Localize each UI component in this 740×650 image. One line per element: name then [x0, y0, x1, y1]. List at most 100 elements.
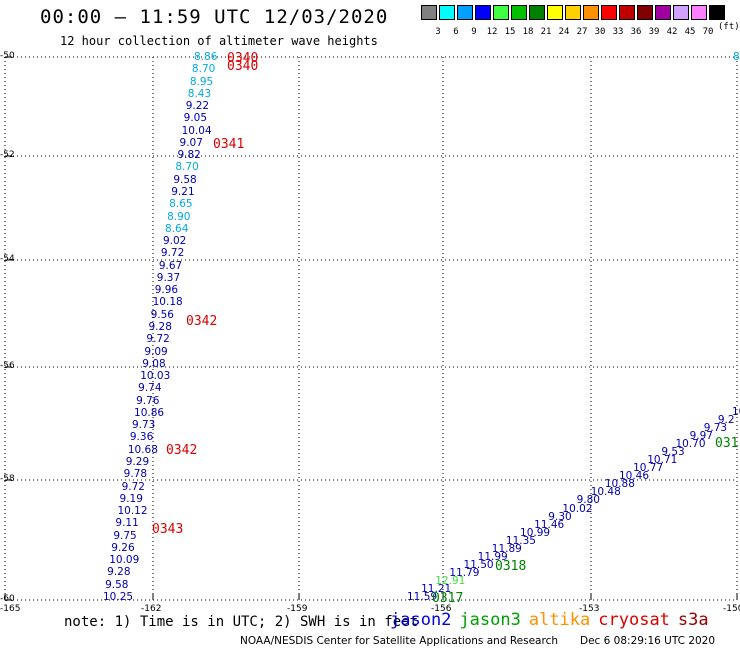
colorbar-label: 27: [576, 27, 588, 37]
colorbar-label: 9: [471, 27, 477, 37]
wave-height-label: 11.21: [421, 582, 452, 595]
wave-height-label: 9.97: [689, 430, 713, 443]
colorbar-swatch: [421, 5, 437, 20]
wave-height-label: 8.95: [189, 75, 214, 88]
time-label: 0340: [227, 51, 259, 66]
wave-height-label: 11.79: [449, 566, 480, 579]
wave-height-label: 10.09: [109, 554, 140, 567]
lon-tick-label: -159: [287, 604, 308, 614]
colorbar-swatch: [547, 5, 563, 20]
wave-height-label: 9.96: [154, 284, 179, 297]
wave-height-label: 11.46: [534, 518, 565, 531]
time-label: 0343: [152, 522, 184, 537]
wave-height-label: 10.02: [562, 502, 593, 515]
wave-height-label: 9.26: [111, 541, 135, 554]
wave-height-label: 11.89: [491, 542, 522, 555]
colorbar-label: 24: [558, 27, 570, 37]
colorbar-label: 33: [612, 27, 624, 37]
wave-height-label: 11.50: [463, 558, 494, 571]
wave-height-label: 10.03: [140, 370, 171, 383]
wave-height-label: 9.29: [125, 456, 150, 468]
colorbar-label: 30: [594, 27, 606, 37]
colorbar-label: 18: [522, 27, 534, 37]
wave-height-label: 9.74: [138, 382, 162, 395]
wave-height-label: 9.80: [576, 494, 600, 507]
colorbar-swatch: [529, 5, 545, 20]
wave-height-label: 8: [733, 51, 740, 63]
map-subtitle: 12 hour collection of altimeter wave hei…: [60, 34, 378, 48]
satellite-name: jason2: [390, 610, 452, 630]
lat-tick-label: -56: [0, 361, 15, 371]
generated-timestamp: Dec 6 08:29:16 UTC 2020: [580, 635, 716, 647]
colorbar-swatch: [511, 5, 527, 20]
time-label: 0342: [186, 314, 218, 329]
wave-height-label: 10: [732, 406, 740, 418]
wave-height-label: 8.64: [165, 222, 189, 235]
satellite-name: s3a: [677, 610, 709, 630]
wave-height-label: 9.82: [177, 149, 201, 162]
lon-tick-label: -153: [579, 604, 600, 614]
wave-height-label: 8.70: [191, 63, 216, 76]
wave-height-label: 9.72: [146, 333, 170, 346]
wave-height-label: 10.88: [604, 478, 635, 491]
colorbar-label: 39: [648, 27, 660, 37]
wave-height-label: 9.19: [119, 492, 143, 505]
satellite-name: altika: [528, 610, 591, 630]
wave-height-label: 9.30: [548, 510, 572, 523]
lon-tick-label: -156: [431, 604, 452, 614]
wave-height-label: 10.46: [618, 470, 650, 483]
colorbar-label: 21: [540, 27, 552, 37]
satellite-legend: jason2 jason3 altika cryosat s3a: [390, 610, 717, 630]
time-label: 0342: [166, 443, 198, 458]
wave-height-label: 11.59: [407, 591, 438, 603]
time-label: 0318: [495, 559, 527, 574]
wave-height-label: 9.28: [107, 566, 131, 579]
wave-height-label: 11.35: [505, 534, 536, 547]
wave-height-label: 9.07: [179, 136, 203, 149]
wave-height-label: 9.05: [183, 112, 208, 125]
wave-height-label: 11.99: [477, 550, 508, 563]
wave-height-label: 9.11: [115, 517, 139, 530]
colorbar-label: 12: [486, 27, 498, 37]
wave-height-label: 9.73: [131, 419, 156, 432]
lat-tick-label: -54: [0, 254, 15, 264]
wave-height-label: 10.99: [520, 526, 551, 539]
wave-height-label: 9.36: [129, 431, 154, 444]
wave-height-label: 9.02: [162, 235, 187, 248]
time-label: 0317: [432, 591, 464, 606]
graticule: [4, 56, 738, 601]
wave-height-label: 10.18: [152, 296, 183, 309]
colorbar-swatch: [583, 5, 599, 20]
colorbar-label: 15: [504, 27, 516, 37]
colorbar-swatch: [709, 5, 725, 20]
wave-height-label: 9.22: [185, 100, 210, 113]
lat-tick-label: -50: [0, 51, 15, 61]
colorbar-label: 70: [702, 27, 714, 37]
colorbar-label: 45: [684, 27, 696, 37]
satellite-name: cryosat: [598, 610, 670, 630]
wave-height-label: 9.08: [142, 357, 166, 370]
wave-height-label: 9.58: [173, 173, 197, 186]
lon-tick-label: -150: [723, 604, 740, 614]
wave-height-label: 9.2: [717, 414, 735, 427]
lat-tick-label: -58: [0, 474, 15, 484]
satellite-name: jason3: [459, 610, 521, 630]
colorbar-swatch: [439, 5, 455, 20]
credit-text: NOAA/NESDIS Center for Satellite Applica…: [240, 635, 558, 647]
time-label: 031: [715, 436, 739, 451]
colorbar-label: 36: [630, 27, 642, 37]
wave-height-label: 10.70: [675, 438, 706, 451]
map-title: 00:00 — 11:59 UTC 12/03/2020: [40, 6, 389, 28]
colorbar-label: 3: [435, 27, 441, 37]
wave-height-label: 8.65: [169, 198, 193, 211]
lat-tick-label: -52: [0, 150, 15, 160]
colorbar-label: 42: [666, 27, 678, 37]
footer-note: note: 1) Time is in UTC; 2) SWH is in fe…: [64, 614, 419, 630]
colorbar-swatch: [457, 5, 473, 20]
colorbar-swatch: [619, 5, 635, 20]
time-label: 0341: [213, 137, 245, 152]
wave-height-label: 10.77: [633, 462, 664, 475]
lat-tick-label: -60: [0, 594, 15, 604]
wave-height-label: 10.71: [647, 454, 678, 467]
wave-height-label: 9.58: [105, 578, 129, 591]
